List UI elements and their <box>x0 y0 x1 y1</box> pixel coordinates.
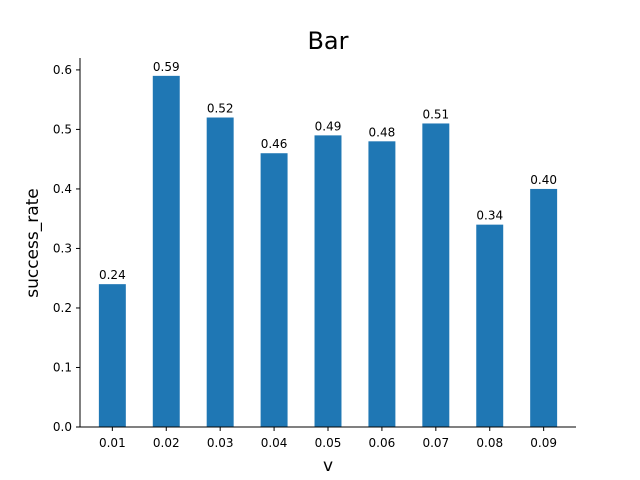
bar <box>206 117 234 428</box>
y-tick-label: 0.0 <box>53 420 72 434</box>
x-tick-label: 0.02 <box>153 436 180 450</box>
y-tick-label: 0.6 <box>53 63 72 77</box>
bar-value-label: 0.48 <box>369 125 396 139</box>
x-tick-label: 0.04 <box>261 436 288 450</box>
bar-value-label: 0.24 <box>99 268 126 282</box>
y-axis-ticks: 0.0 0.1 0.2 0.3 0.4 0.5 0.6 <box>53 63 80 434</box>
bar-value-label: 0.51 <box>422 107 449 121</box>
x-axis-label: v <box>323 456 333 476</box>
bar-value-labels: 0.24 0.59 0.52 0.46 0.49 0.48 0.51 0.34 0.40 <box>99 60 557 282</box>
y-tick-label: 0.1 <box>53 360 72 374</box>
bars <box>98 75 558 428</box>
bar-value-label: 0.59 <box>153 60 180 74</box>
bar-value-label: 0.46 <box>261 137 288 151</box>
bar <box>260 153 288 427</box>
y-tick-label: 0.4 <box>53 182 72 196</box>
bar <box>476 224 504 427</box>
y-axis-label: success_rate <box>23 188 43 298</box>
bar-value-label: 0.40 <box>530 173 557 187</box>
x-tick-label: 0.07 <box>422 436 449 450</box>
x-tick-label: 0.08 <box>476 436 503 450</box>
y-tick-label: 0.5 <box>53 122 72 136</box>
bar <box>530 188 558 427</box>
y-tick-label: 0.3 <box>53 241 72 255</box>
bar <box>98 284 126 427</box>
bar <box>368 141 396 428</box>
bar <box>314 135 342 427</box>
x-tick-label: 0.06 <box>369 436 396 450</box>
y-tick-label: 0.2 <box>53 301 72 315</box>
bar <box>422 123 450 427</box>
x-tick-label: 0.01 <box>99 436 126 450</box>
bar-value-label: 0.52 <box>207 102 234 116</box>
bar-value-label: 0.34 <box>476 209 503 223</box>
x-tick-label: 0.09 <box>530 436 557 450</box>
x-tick-label: 0.05 <box>315 436 342 450</box>
bar-value-label: 0.49 <box>315 119 342 133</box>
chart-title: Bar <box>307 27 348 55</box>
bar <box>152 75 180 428</box>
x-tick-label: 0.03 <box>207 436 234 450</box>
x-axis-ticks: 0.01 0.02 0.03 0.04 0.05 0.06 0.07 0.08 0.09 <box>99 427 557 450</box>
